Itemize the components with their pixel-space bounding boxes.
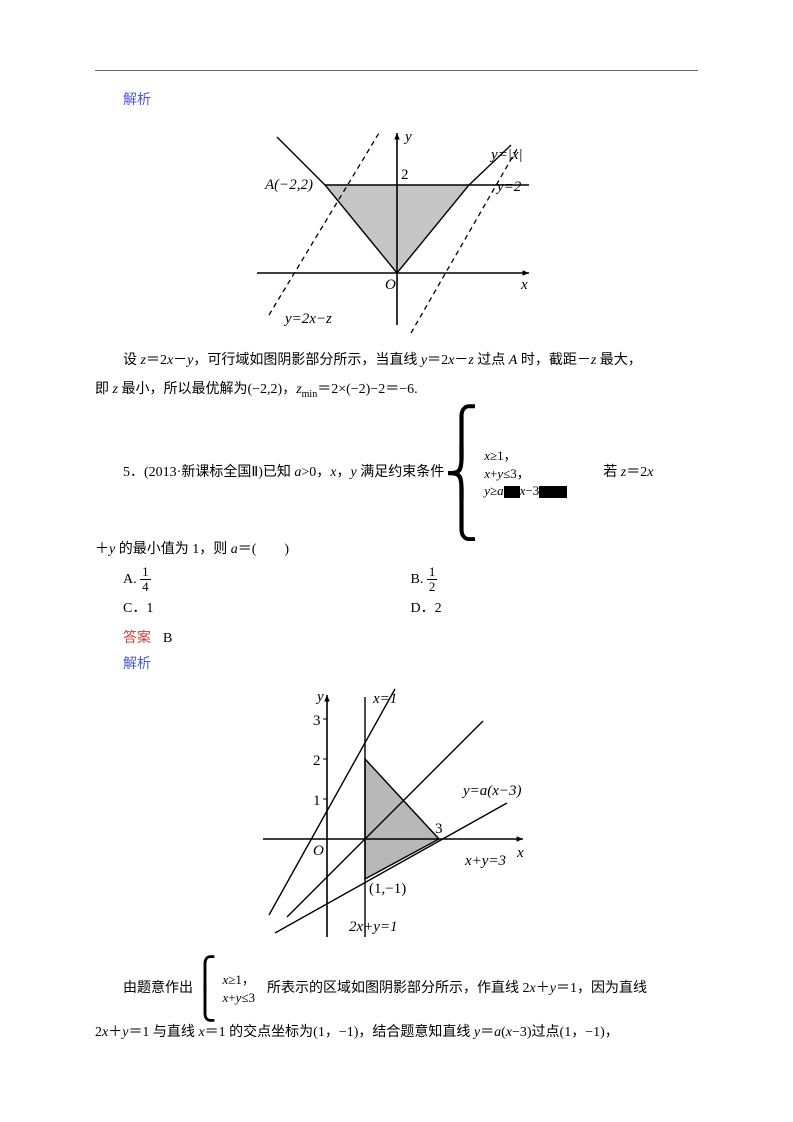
t: ＝( ) — [238, 542, 289, 557]
svg-text:y: y — [403, 129, 412, 145]
t: ＋ — [536, 981, 550, 996]
svg-text:3: 3 — [313, 713, 321, 729]
svg-text:(1,−1): (1,−1) — [369, 881, 406, 897]
svg-text:3: 3 — [435, 821, 443, 837]
constraint-system: ⎧⎨⎩ x≥1， x+y≤3， y≥ax−3 — [444, 411, 567, 535]
explain-para-1: 设 z＝2x－y，可行域如图阴影部分所示，当直线 y＝2x－z 过点 A 时，截… — [95, 346, 698, 375]
t: ＋ — [95, 542, 109, 557]
t: 设 — [123, 353, 141, 368]
svg-text:x: x — [516, 845, 524, 861]
analysis-label-2: 解析 — [123, 653, 698, 673]
t: ＝1 的交点坐标为(1，−1)，结合题意知直线 — [205, 1025, 474, 1040]
svg-text:y=2: y=2 — [495, 179, 522, 195]
t: 1 — [427, 565, 438, 580]
svg-text:O: O — [313, 843, 324, 859]
t: ≤3， — [503, 466, 530, 481]
t: 即 — [95, 382, 113, 397]
svg-text:2: 2 — [313, 753, 321, 769]
t: － — [454, 353, 468, 368]
svg-text:y=|x|: y=|x| — [489, 147, 523, 163]
option-b: B. 12 — [411, 565, 699, 594]
t: ＝1，因为直线 — [556, 981, 647, 996]
t: 的最小值为 1，则 — [115, 542, 231, 557]
option-d: D．2 — [411, 594, 699, 623]
t: 时，截距－ — [517, 353, 591, 368]
t: ≤3 — [241, 990, 255, 1005]
answer-label: 答案 — [123, 631, 151, 646]
t: x — [647, 465, 653, 480]
svg-text:y=2x−z: y=2x−z — [283, 311, 332, 327]
t: 4 — [140, 580, 151, 594]
options-row-1: A. 14 B. 12 — [123, 565, 698, 594]
t: ≥1， — [228, 972, 255, 987]
option-a: A. 14 — [123, 565, 411, 594]
figure-2: y x Ox=1 y=a(x−3) x+y=3 2x+y=1 (1,−1) 1 2 3 3 — [95, 679, 698, 954]
fig2-svg: y x Ox=1 y=a(x−3) x+y=3 2x+y=1 (1,−1) 1 2 3 3 — [247, 679, 547, 949]
t: a — [231, 542, 238, 557]
svg-text:O: O — [385, 277, 396, 293]
t: ＋ — [108, 1025, 122, 1040]
t: >0， — [301, 465, 330, 480]
t: ＝ — [480, 1025, 494, 1040]
t: 所表示的区域如图阴影部分所示，作直线 2 — [267, 981, 530, 996]
brace-icon: ⎧⎨⎩ — [444, 411, 479, 535]
t: 过点 — [474, 353, 509, 368]
answer-row: 答案 B — [123, 624, 698, 653]
svg-text:1: 1 — [313, 793, 321, 809]
svg-text:x=1: x=1 — [372, 691, 397, 707]
t: ＝1 与直线 — [128, 1025, 198, 1040]
t: A. — [123, 572, 137, 587]
t: 满足约束条件 — [357, 465, 445, 480]
figure-1: y x O A(−2,2) 2 y=|x| y=2 y=2x−z — [95, 115, 698, 340]
t: −3)过点(1，−1)， — [512, 1025, 619, 1040]
t: + — [228, 990, 235, 1005]
svg-text:y=a(x−3): y=a(x−3) — [461, 783, 522, 799]
option-c: C．1 — [123, 594, 411, 623]
t: 2 — [95, 1025, 102, 1040]
t: −3 — [525, 483, 539, 498]
t: ＝2 — [146, 353, 167, 368]
explain-para-2: 由题意作出 ⎧⎩ x≥1， x+y≤3 所表示的区域如图阴影部分所示，作直线 2… — [95, 960, 698, 1018]
t: ＝2 — [427, 353, 448, 368]
t: － — [173, 353, 187, 368]
t: ≥1， — [490, 448, 517, 463]
svg-text:y: y — [315, 689, 324, 705]
svg-text:x: x — [520, 277, 528, 293]
redact-icon — [504, 486, 520, 498]
explain-para-2b: 2x＋y＝1 与直线 x＝1 的交点坐标为(1，−1)，结合题意知直线 y＝a(… — [95, 1018, 698, 1047]
q5-line1: 5．(2013·新课标全国Ⅱ)已知 a>0，x，y 满足约束条件 ⎧⎨⎩ x≥1… — [95, 411, 698, 535]
redact-icon — [539, 486, 567, 498]
fig1-svg: y x O A(−2,2) 2 y=|x| y=2 y=2x−z — [247, 115, 547, 335]
analysis-label-1: 解析 — [123, 89, 698, 109]
svg-text:2: 2 — [401, 167, 409, 183]
q5-line2: ＋y 的最小值为 1，则 a＝( ) — [95, 535, 698, 564]
t: 由题意作出 — [123, 981, 193, 996]
t: 若 — [603, 465, 621, 480]
t: 最大， — [596, 353, 642, 368]
top-rule — [95, 70, 698, 71]
svg-text:A(−2,2): A(−2,2) — [264, 177, 313, 193]
t: 5．(2013·新课标全国Ⅱ)已知 — [123, 465, 294, 480]
t: ＝2×(−2)−2＝−6. — [317, 382, 417, 397]
t: 最小，所以最优解为(−2,2)， — [118, 382, 296, 397]
t: ， — [337, 465, 351, 480]
t: ＝2 — [626, 465, 647, 480]
explain-para-1b: 即 z 最小，所以最优解为(−2,2)，zmin＝2×(−2)−2＝−6. — [95, 375, 698, 405]
t: 1 — [140, 565, 151, 580]
answer-value: B — [163, 631, 172, 646]
options-row-2: C．1 D．2 — [123, 594, 698, 623]
t: B. — [411, 572, 424, 587]
t: 2 — [427, 580, 438, 594]
t: ，可行域如图阴影部分所示，当直线 — [193, 353, 421, 368]
constraint-system-2: ⎧⎩ x≥1， x+y≤3 — [193, 960, 255, 1018]
brace-icon: ⎧⎩ — [193, 960, 217, 1018]
svg-text:x+y=3: x+y=3 — [464, 853, 506, 869]
t: min — [302, 389, 318, 400]
svg-text:2x+y=1: 2x+y=1 — [349, 919, 398, 935]
